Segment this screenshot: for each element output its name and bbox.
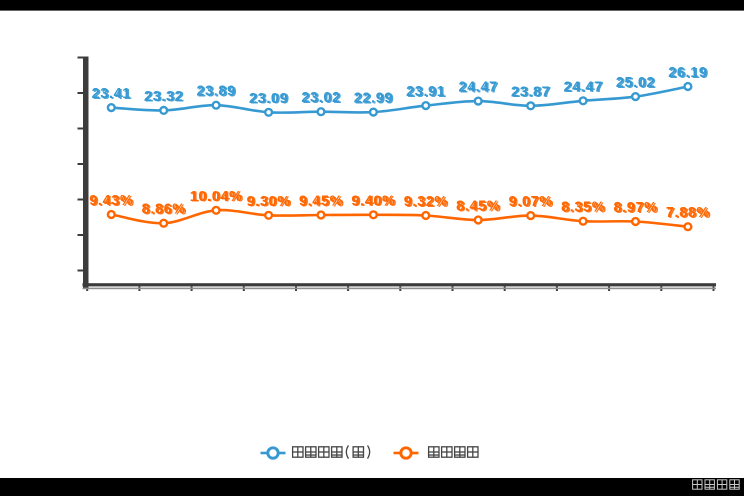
svg-text:8.97%: 8.97% — [613, 200, 657, 216]
svg-text:9.32%: 9.32% — [404, 194, 448, 210]
svg-text:24.47: 24.47 — [565, 80, 604, 96]
svg-text:9.07%: 9.07% — [510, 195, 554, 211]
svg-text:23.02: 23.02 — [301, 90, 340, 106]
svg-text:26.19: 26.19 — [668, 65, 707, 81]
svg-text:8.35%: 8.35% — [561, 200, 605, 216]
svg-text:9.45%: 9.45% — [300, 194, 344, 210]
svg-text:7.88%: 7.88% — [667, 206, 711, 222]
svg-text:9.32%: 9.32% — [405, 195, 449, 211]
svg-text:23.89: 23.89 — [196, 84, 235, 100]
svg-text:10.04%: 10.04% — [191, 190, 244, 206]
svg-text:9.40%: 9.40% — [353, 194, 397, 210]
svg-text:23.02: 23.02 — [303, 91, 342, 107]
svg-text:9.30%: 9.30% — [248, 195, 292, 211]
svg-text:23.87: 23.87 — [513, 85, 552, 101]
svg-text:8.86%: 8.86% — [143, 203, 187, 219]
svg-text:23.91: 23.91 — [408, 85, 447, 101]
svg-text:26.19: 26.19 — [670, 66, 709, 82]
svg-text:8.35%: 8.35% — [563, 201, 607, 217]
svg-text:23.87: 23.87 — [511, 84, 550, 100]
svg-text:9.40%: 9.40% — [351, 193, 395, 209]
svg-text:23.89: 23.89 — [198, 85, 237, 101]
svg-text:7.88%: 7.88% — [666, 205, 710, 221]
svg-text:24.47: 24.47 — [563, 79, 602, 95]
svg-text:8.97%: 8.97% — [615, 201, 659, 217]
svg-text:24.47: 24.47 — [459, 80, 498, 96]
svg-text:25.02: 25.02 — [617, 76, 656, 92]
svg-text:23.91: 23.91 — [406, 84, 445, 100]
svg-text:23.32: 23.32 — [144, 89, 183, 105]
svg-text:8.86%: 8.86% — [142, 202, 186, 218]
svg-text:9.45%: 9.45% — [299, 194, 343, 210]
svg-text:9.07%: 9.07% — [509, 194, 553, 210]
svg-text:23.41: 23.41 — [93, 87, 132, 103]
svg-text:10.04%: 10.04% — [190, 189, 243, 205]
svg-text:23.32: 23.32 — [146, 90, 185, 106]
svg-text:23.09: 23.09 — [249, 91, 288, 107]
svg-text:23.09: 23.09 — [250, 92, 289, 108]
svg-text:9.30%: 9.30% — [247, 194, 291, 210]
svg-text:24.47: 24.47 — [460, 80, 499, 96]
svg-text:9.43%: 9.43% — [89, 193, 133, 209]
svg-text:25.02: 25.02 — [616, 75, 655, 91]
svg-text:9.43%: 9.43% — [91, 194, 135, 210]
svg-text:23.41: 23.41 — [92, 86, 131, 102]
svg-text:22.99: 22.99 — [355, 91, 394, 107]
svg-text:22.99: 22.99 — [354, 91, 393, 107]
svg-text:8.45%: 8.45% — [458, 199, 502, 215]
svg-text:8.45%: 8.45% — [456, 199, 500, 215]
